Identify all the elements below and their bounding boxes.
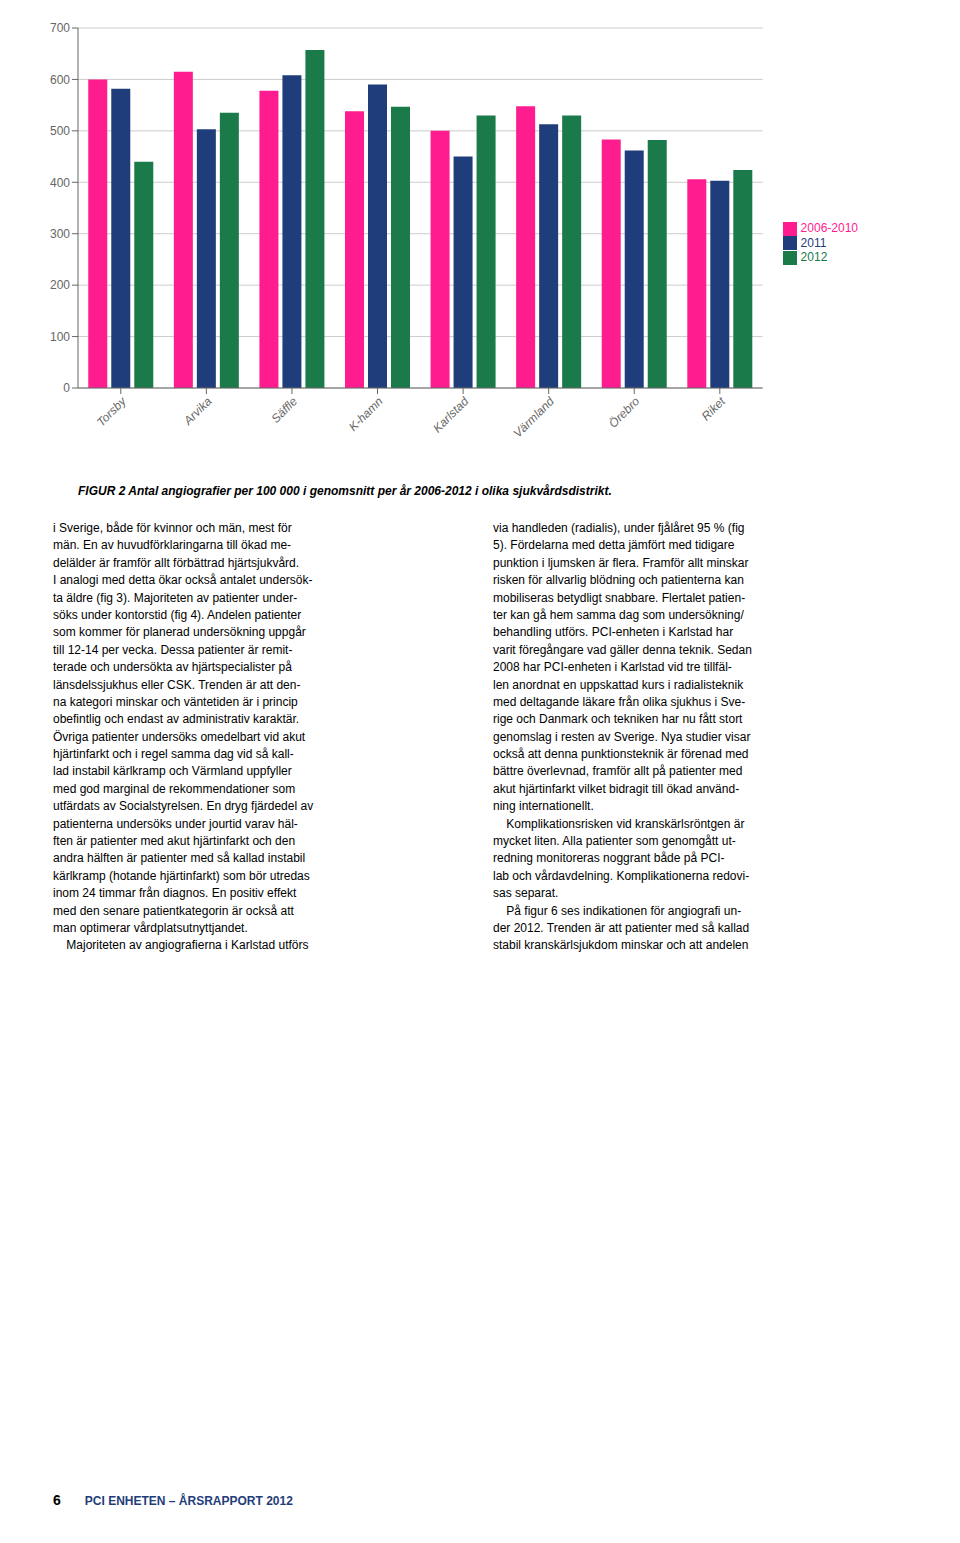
svg-text:200: 200 (50, 278, 70, 292)
svg-text:400: 400 (50, 176, 70, 190)
html-text:2012: 2012 (800, 250, 828, 265)
svg-text:500: 500 (50, 124, 70, 138)
svg-text:Karlstad: Karlstad (430, 394, 471, 435)
svg-text:Torsby: Torsby (94, 394, 130, 430)
svg-text:K-hamn: K-hamn (346, 394, 386, 434)
html-text:i Sverige, både för kvinnor oc: i Sverige, både för kvinnor och män, mes… (53, 521, 314, 953)
html-text:PCI ENHETEN – ÅRSRAPPORT 2012: PCI ENHETEN – ÅRSRAPPORT 2012 (84, 1494, 293, 1508)
svg-text:Säffle: Säffle (268, 394, 300, 426)
svg-text:600: 600 (50, 73, 70, 87)
svg-text:Värmland: Värmland (511, 394, 557, 440)
svg-text:Arvika: Arvika (180, 394, 214, 428)
svg-text:Riket: Riket (699, 394, 729, 424)
svg-text:100: 100 (50, 330, 70, 344)
html-text:6: 6 (53, 1492, 61, 1508)
svg-text:300: 300 (50, 227, 70, 241)
svg-text:Örebro: Örebro (606, 394, 643, 431)
svg-text:0: 0 (63, 381, 70, 395)
html-text:FIGUR 2 Antal angiografier per: FIGUR 2 Antal angiografier per 100 000 i… (78, 484, 612, 498)
html-text:2006-2010: 2006-2010 (800, 220, 858, 235)
html-text:2011: 2011 (800, 235, 827, 250)
html-text:via handleden (radialis), unde: via handleden (radialis), under fjålåret… (493, 521, 752, 953)
svg-text:700: 700 (50, 21, 70, 35)
